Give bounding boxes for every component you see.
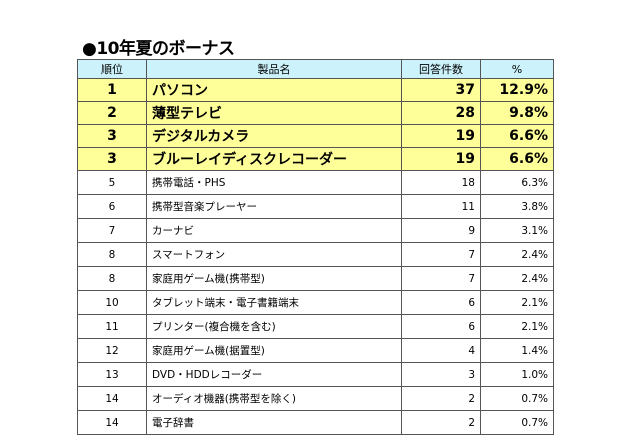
- percent-cell: 2.4%: [480, 242, 554, 267]
- ranking-table: 順位 製品名 回答件数 % 1 パソコン 37 12.9% 2 薄型テレビ 28…: [77, 59, 554, 435]
- product-cell: パソコン: [146, 78, 402, 102]
- product-cell: プリンター(複合機を含む): [146, 314, 402, 339]
- rank-cell: 5: [77, 170, 147, 195]
- table-row: 10 タブレット端末・電子書籍端末 6 2.1%: [77, 290, 554, 315]
- table-body: 1 パソコン 37 12.9% 2 薄型テレビ 28 9.8% 3 デジタルカメ…: [77, 78, 554, 435]
- header-percent: %: [480, 59, 554, 79]
- rank-cell: 8: [77, 242, 147, 267]
- rank-cell: 8: [77, 266, 147, 291]
- product-cell: 家庭用ゲーム機(携帯型): [146, 266, 402, 291]
- percent-cell: 0.7%: [480, 410, 554, 435]
- header-count: 回答件数: [401, 59, 481, 79]
- percent-cell: 1.0%: [480, 362, 554, 387]
- table-row: 8 家庭用ゲーム機(携帯型) 7 2.4%: [77, 266, 554, 291]
- rank-cell: 10: [77, 290, 147, 315]
- count-cell: 18: [401, 170, 481, 195]
- rank-cell: 12: [77, 338, 147, 363]
- count-cell: 3: [401, 362, 481, 387]
- count-cell: 2: [401, 410, 481, 435]
- count-cell: 11: [401, 194, 481, 219]
- count-cell: 28: [401, 101, 481, 125]
- product-cell: ブルーレイディスクレコーダー: [146, 147, 402, 171]
- count-cell: 19: [401, 124, 481, 148]
- product-cell: 電子辞書: [146, 410, 402, 435]
- header-rank: 順位: [77, 59, 147, 79]
- product-cell: 携帯電話・PHS: [146, 170, 402, 195]
- table-row: 1 パソコン 37 12.9%: [77, 78, 554, 102]
- product-cell: 家庭用ゲーム機(据置型): [146, 338, 402, 363]
- count-cell: 2: [401, 386, 481, 411]
- count-cell: 6: [401, 290, 481, 315]
- rank-cell: 6: [77, 194, 147, 219]
- product-cell: タブレット端末・電子書籍端末: [146, 290, 402, 315]
- header-product: 製品名: [146, 59, 402, 79]
- percent-cell: 9.8%: [480, 101, 554, 125]
- table-row: 5 携帯電話・PHS 18 6.3%: [77, 170, 554, 195]
- percent-cell: 3.8%: [480, 194, 554, 219]
- table-row: 3 ブルーレイディスクレコーダー 19 6.6%: [77, 147, 554, 171]
- rank-cell: 14: [77, 410, 147, 435]
- rank-cell: 14: [77, 386, 147, 411]
- count-cell: 7: [401, 266, 481, 291]
- percent-cell: 2.1%: [480, 290, 554, 315]
- product-cell: オーディオ機器(携帯型を除く): [146, 386, 402, 411]
- rank-cell: 2: [77, 101, 147, 125]
- product-cell: デジタルカメラ: [146, 124, 402, 148]
- percent-cell: 12.9%: [480, 78, 554, 102]
- table-row: 3 デジタルカメラ 19 6.6%: [77, 124, 554, 148]
- page-title: ●10年夏のボーナス: [82, 39, 235, 59]
- product-cell: 薄型テレビ: [146, 101, 402, 125]
- rank-cell: 1: [77, 78, 147, 102]
- count-cell: 37: [401, 78, 481, 102]
- rank-cell: 3: [77, 124, 147, 148]
- rank-cell: 13: [77, 362, 147, 387]
- rank-cell: 3: [77, 147, 147, 171]
- count-cell: 19: [401, 147, 481, 171]
- count-cell: 4: [401, 338, 481, 363]
- product-cell: DVD・HDDレコーダー: [146, 362, 402, 387]
- percent-cell: 6.3%: [480, 170, 554, 195]
- product-cell: カーナビ: [146, 218, 402, 243]
- table-row: 7 カーナビ 9 3.1%: [77, 218, 554, 243]
- table-row: 14 電子辞書 2 0.7%: [77, 410, 554, 435]
- count-cell: 9: [401, 218, 481, 243]
- percent-cell: 1.4%: [480, 338, 554, 363]
- percent-cell: 2.4%: [480, 266, 554, 291]
- percent-cell: 0.7%: [480, 386, 554, 411]
- percent-cell: 6.6%: [480, 124, 554, 148]
- count-cell: 6: [401, 314, 481, 339]
- table-header-row: 順位 製品名 回答件数 %: [77, 59, 554, 79]
- percent-cell: 2.1%: [480, 314, 554, 339]
- percent-cell: 6.6%: [480, 147, 554, 171]
- table-row: 13 DVD・HDDレコーダー 3 1.0%: [77, 362, 554, 387]
- count-cell: 7: [401, 242, 481, 267]
- product-cell: スマートフォン: [146, 242, 402, 267]
- table-row: 8 スマートフォン 7 2.4%: [77, 242, 554, 267]
- table-row: 12 家庭用ゲーム機(据置型) 4 1.4%: [77, 338, 554, 363]
- table-row: 11 プリンター(複合機を含む) 6 2.1%: [77, 314, 554, 339]
- table-row: 14 オーディオ機器(携帯型を除く) 2 0.7%: [77, 386, 554, 411]
- product-cell: 携帯型音楽プレーヤー: [146, 194, 402, 219]
- rank-cell: 11: [77, 314, 147, 339]
- rank-cell: 7: [77, 218, 147, 243]
- percent-cell: 3.1%: [480, 218, 554, 243]
- table-row: 6 携帯型音楽プレーヤー 11 3.8%: [77, 194, 554, 219]
- table-row: 2 薄型テレビ 28 9.8%: [77, 101, 554, 125]
